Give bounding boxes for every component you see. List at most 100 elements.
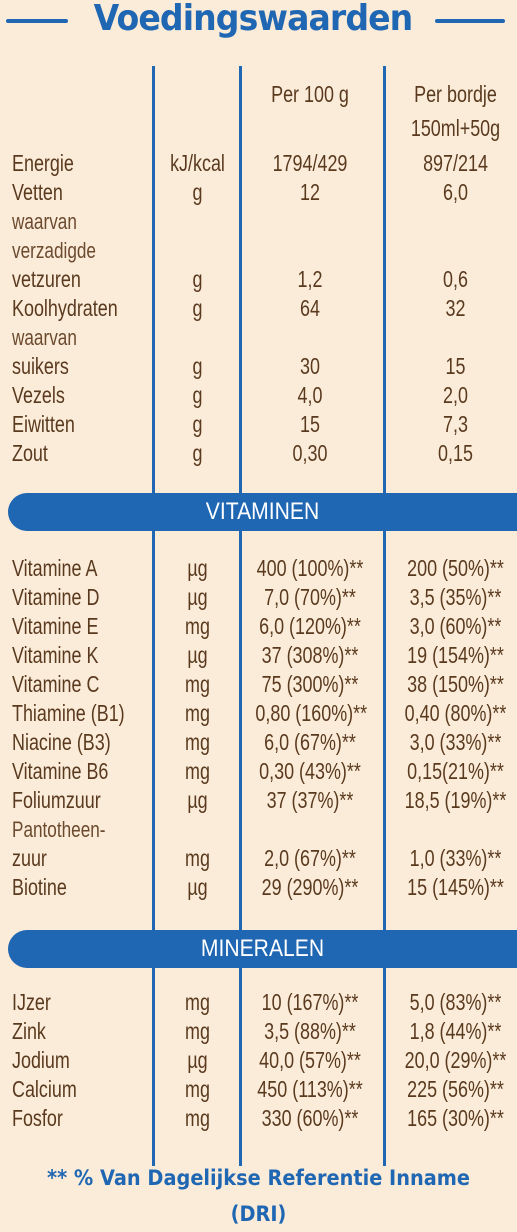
mineral-row: Calcium mg 450 (113%)** 225 (56%)**	[0, 1075, 517, 1104]
nutrient-row: suikers g 30 15	[0, 352, 517, 381]
vitamin-row: Niacine (B3) mg 6,0 (67%)** 3,0 (33%)**	[0, 728, 517, 757]
vitamin-row: Vitamine E mg 6,0 (120%)** 3,0 (60%)**	[0, 612, 517, 641]
nutrient-name: Fosfor	[12, 1105, 63, 1131]
value-per-bordje: 19 (154%)**	[407, 642, 504, 668]
nutrient-unit: µg	[187, 874, 208, 900]
value-per-bordje: 32	[445, 295, 466, 321]
nutrient-name: waarvan	[12, 209, 77, 234]
nutrient-name: Eiwitten	[12, 411, 75, 437]
value-per-100g: 10 (167%)**	[261, 989, 359, 1015]
nutrient-name: Calcium	[12, 1076, 77, 1102]
vitamin-row: Vitamine K µg 37 (308%)** 19 (154%)**	[0, 641, 517, 670]
nutrient-name: vetzuren	[12, 266, 81, 292]
value-per-bordje: 1,8 (44%)**	[409, 1018, 502, 1044]
page-title: Voedingswaarden	[93, 0, 414, 39]
value-per-bordje: 20,0 (29%)**	[404, 1047, 507, 1073]
nutrient-unit: kJ/kcal	[170, 150, 225, 176]
nutrient-name: Vitamine K	[12, 642, 99, 668]
nutrient-unit: mg	[185, 613, 210, 639]
nutrient-name: Vetten	[12, 179, 63, 205]
nutrient-unit: µg	[187, 555, 208, 581]
nutrient-row: waarvan	[0, 207, 517, 236]
value-per-bordje: 15 (145%)**	[407, 874, 504, 900]
value-per-100g: 75 (300%)**	[261, 671, 359, 697]
nutrient-unit: mg	[185, 700, 210, 726]
nutrient-name: Vitamine E	[12, 613, 99, 639]
nutrient-unit: g	[192, 353, 203, 379]
value-per-bordje: 225 (56%)**	[407, 1076, 504, 1102]
value-per-bordje: 18,5 (19%)**	[404, 787, 507, 813]
value-per-100g: 6,0 (67%)**	[264, 729, 356, 755]
value-per-bordje: 3,0 (33%)**	[409, 729, 502, 755]
nutrient-unit: mg	[185, 671, 210, 697]
nutrient-row: Vezels g 4,0 2,0	[0, 381, 517, 410]
value-per-100g: 40,0 (57%)**	[259, 1047, 361, 1073]
footnote: ** % Van Dagelijkse Referentie Inname (D…	[46, 1166, 470, 1226]
nutrient-unit: mg	[185, 1105, 210, 1131]
nutrient-name: verzadigde	[12, 238, 96, 263]
value-per-bordje: 0,15(21%)**	[407, 758, 504, 784]
value-per-100g: 0,80 (160%)**	[255, 700, 368, 726]
vitamin-row: Vitamine C mg 75 (300%)** 38 (150%)**	[0, 670, 517, 699]
mineral-row: Jodium µg 40,0 (57%)** 20,0 (29%)**	[0, 1046, 517, 1075]
column-header-per-bordje: Per bordje	[414, 81, 497, 107]
column-divider-1	[152, 66, 155, 1166]
minerals-banner: MINERALEN	[8, 930, 517, 968]
value-per-bordje: 3,5 (35%)**	[409, 584, 502, 610]
value-per-bordje: 0,15	[438, 440, 473, 466]
value-per-100g: 0,30	[292, 440, 328, 466]
value-per-100g: 37 (37%)**	[266, 787, 354, 813]
nutrient-name: Energie	[12, 150, 74, 176]
nutrient-unit: µg	[187, 642, 208, 668]
value-per-bordje: 897/214	[423, 150, 488, 176]
nutrient-name: Vitamine A	[12, 555, 98, 581]
vitamins-banner: VITAMINEN	[8, 493, 517, 531]
nutrient-row: Energie kJ/kcal 1794/429 897/214	[0, 149, 517, 178]
nutrient-unit: mg	[185, 758, 210, 784]
value-per-bordje: 165 (30%)**	[407, 1105, 504, 1131]
value-per-bordje: 2,0	[443, 382, 468, 408]
vitamin-row: Pantotheen-	[0, 815, 517, 844]
vitamin-row: Vitamine B6 mg 0,30 (43%)** 0,15(21%)**	[0, 757, 517, 786]
vitamin-row: Vitamine A µg 400 (100%)** 200 (50%)**	[0, 554, 517, 583]
nutrient-name: Vezels	[12, 382, 65, 408]
vitamin-row: Vitamine D µg 7,0 (70%)** 3,5 (35%)**	[0, 583, 517, 612]
column-divider-2	[239, 66, 242, 1166]
nutrient-name: Niacine (B3)	[12, 729, 111, 755]
nutrient-unit: g	[192, 295, 203, 321]
mineral-row: IJzer mg 10 (167%)** 5,0 (83%)**	[0, 988, 517, 1017]
value-per-bordje: 200 (50%)**	[407, 555, 504, 581]
value-per-100g: 30	[300, 353, 320, 379]
value-per-100g: 37 (308%)**	[261, 642, 359, 668]
value-per-bordje: 7,3	[443, 411, 468, 437]
value-per-bordje: 3,0 (60%)**	[409, 613, 502, 639]
value-per-bordje: 0,6	[443, 266, 468, 292]
nutrient-name: Biotine	[12, 874, 67, 900]
value-per-100g: 1794/429	[272, 150, 348, 176]
nutrient-unit: µg	[187, 584, 208, 610]
title-rule-right	[435, 19, 505, 23]
nutrient-name: Foliumzuur	[12, 787, 101, 813]
nutrient-row: vetzuren g 1,2 0,6	[0, 265, 517, 294]
nutrient-row: Zout g 0,30 0,15	[0, 439, 517, 468]
value-per-100g: 330 (60%)**	[261, 1105, 359, 1131]
nutrient-unit: g	[192, 382, 203, 408]
nutrient-name: IJzer	[12, 989, 51, 1015]
value-per-100g: 4,0	[297, 382, 323, 408]
nutrient-unit: mg	[185, 989, 210, 1015]
value-per-100g: 7,0 (70%)**	[264, 584, 356, 610]
nutrient-unit: g	[192, 266, 203, 292]
nutrient-name: Vitamine D	[12, 584, 100, 610]
value-per-bordje: 1,0 (33%)**	[409, 845, 502, 871]
column-header-per-100g: Per 100 g	[271, 81, 349, 107]
value-per-100g: 64	[300, 295, 320, 321]
nutrient-name: Pantotheen-	[12, 817, 106, 842]
nutrient-unit: g	[192, 440, 203, 466]
column-divider-3	[383, 66, 386, 1166]
value-per-100g: 3,5 (88%)**	[264, 1018, 356, 1044]
nutrient-name: Zout	[12, 440, 48, 466]
value-per-bordje: 15	[445, 353, 466, 379]
mineral-row: Zink mg 3,5 (88%)** 1,8 (44%)**	[0, 1017, 517, 1046]
nutrient-row: Koolhydraten g 64 32	[0, 294, 517, 323]
nutrient-unit: µg	[187, 787, 208, 813]
